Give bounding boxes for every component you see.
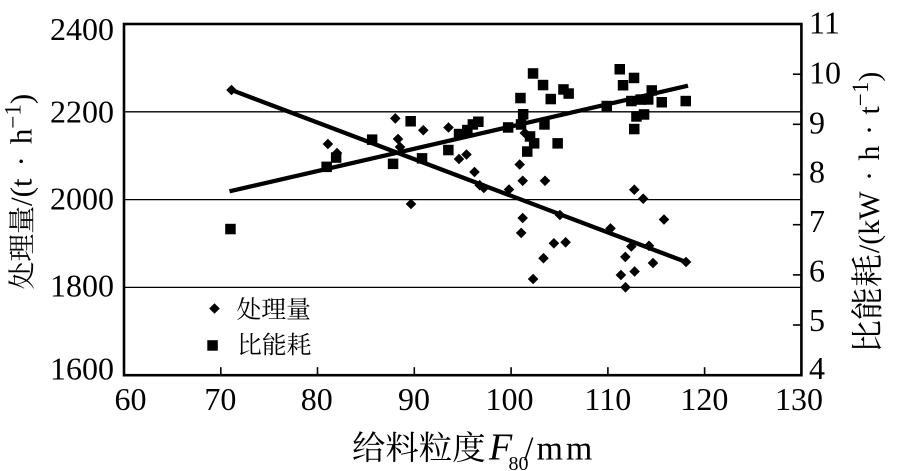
svg-text:110: 110 <box>584 381 631 417</box>
svg-text:2200: 2200 <box>50 93 114 129</box>
svg-text:80: 80 <box>509 453 529 471</box>
svg-text:70: 70 <box>204 381 236 417</box>
svg-text:8: 8 <box>809 154 825 190</box>
svg-text:4: 4 <box>809 350 825 386</box>
svg-text:6: 6 <box>809 253 825 289</box>
svg-text:9: 9 <box>809 105 825 141</box>
svg-text:2000: 2000 <box>50 181 114 217</box>
svg-text:5: 5 <box>809 302 825 338</box>
svg-text:10: 10 <box>809 55 841 91</box>
svg-text:90: 90 <box>398 381 430 417</box>
svg-text:120: 120 <box>680 381 728 417</box>
svg-text:F: F <box>488 427 513 469</box>
svg-text:60: 60 <box>115 381 147 417</box>
svg-text:7: 7 <box>809 203 825 239</box>
svg-text:100: 100 <box>486 381 534 417</box>
svg-text:1600: 1600 <box>50 351 114 387</box>
svg-text:80: 80 <box>301 381 333 417</box>
svg-text:/mm: /mm <box>524 431 595 468</box>
svg-text:1800: 1800 <box>50 268 114 304</box>
svg-text:2400: 2400 <box>50 11 114 47</box>
svg-text:130: 130 <box>775 381 823 417</box>
svg-text:11: 11 <box>809 5 840 41</box>
